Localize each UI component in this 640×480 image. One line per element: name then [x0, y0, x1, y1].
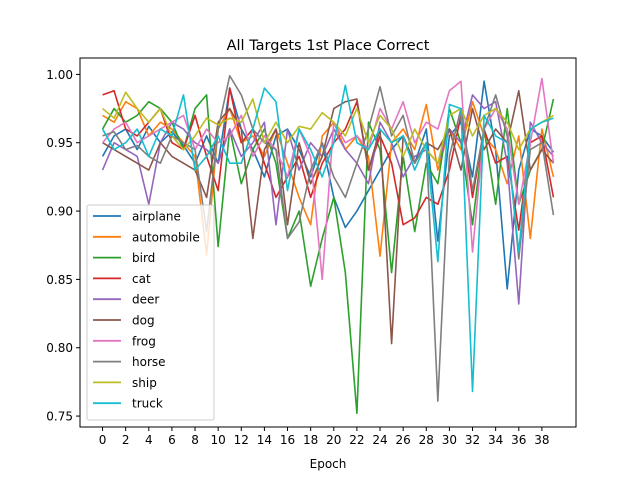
legend-label-automobile: automobile: [132, 230, 200, 244]
y-axis-ticks: 0.75 0.80 0.85 0.90 0.95 1.00: [46, 68, 80, 424]
legend-label-bird: bird: [132, 251, 155, 265]
x-tick-label: 20: [326, 433, 341, 447]
x-tick-label: 4: [145, 433, 153, 447]
legend-box: [86, 204, 215, 421]
series-line-deer: [101, 94, 555, 305]
y-tick-label: 0.90: [46, 205, 73, 219]
chart-title: All Targets 1st Place Correct: [227, 38, 430, 54]
x-tick-label: 38: [534, 433, 549, 447]
legend-label-deer: deer: [132, 293, 159, 307]
legend-label-truck: truck: [132, 397, 163, 411]
x-tick-label: 34: [488, 433, 503, 447]
legend-items: airplane automobile bird cat deer dog frog hors…: [93, 210, 200, 411]
x-tick-label: 0: [99, 433, 107, 447]
y-tick-label: 0.95: [46, 136, 73, 150]
legend-label-airplane: airplane: [132, 210, 181, 224]
series-line-dog: [102, 90, 555, 345]
x-tick-label: 6: [168, 433, 176, 447]
series-line-frog: [101, 77, 555, 281]
x-tick-label: 18: [303, 433, 318, 447]
x-tick-label: 26: [396, 433, 411, 447]
x-axis-label: Epoch: [310, 457, 347, 471]
series-line-ship: [102, 91, 554, 165]
legend-label-dog: dog: [132, 314, 155, 328]
x-tick-label: 2: [122, 433, 130, 447]
x-tick-label: 12: [234, 433, 249, 447]
x-tick-label: 28: [419, 433, 434, 447]
y-tick-label: 1.00: [46, 68, 73, 82]
plot-frame: [79, 57, 577, 428]
series-lines: [101, 74, 555, 415]
legend-label-frog: frog: [132, 334, 156, 348]
x-tick-label: 36: [511, 433, 526, 447]
x-tick-label: 24: [372, 433, 387, 447]
x-tick-label: 32: [465, 433, 480, 447]
x-tick-label: 8: [191, 433, 199, 447]
legend-label-horse: horse: [132, 355, 166, 369]
x-tick-label: 30: [442, 433, 457, 447]
series-line-bird: [101, 94, 555, 415]
legend: airplane automobile bird cat deer dog frog hors…: [86, 204, 215, 421]
x-axis-ticks: 0 2 4 6 8 10 12 14 16 18 20 22 24 26 28 30 32 34 36 38: [99, 427, 550, 447]
x-tick-label: 14: [257, 433, 272, 447]
y-tick-label: 0.80: [46, 341, 73, 355]
legend-label-cat: cat: [132, 272, 151, 286]
x-tick-label: 16: [280, 433, 295, 447]
y-tick-label: 0.75: [46, 410, 73, 424]
legend-label-ship: ship: [132, 376, 157, 390]
series-line-truck: [101, 84, 554, 393]
x-tick-label: 10: [211, 433, 226, 447]
y-tick-label: 0.85: [46, 273, 73, 287]
x-tick-label: 22: [349, 433, 364, 447]
